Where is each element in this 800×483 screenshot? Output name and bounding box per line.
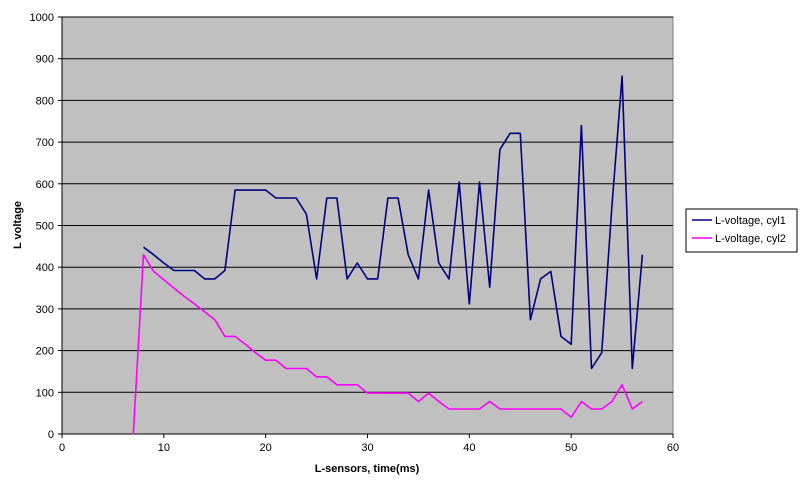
gridlines: [62, 16, 673, 393]
y-axis-title: L voltage: [12, 201, 24, 249]
x-tick-label-60: 60: [667, 442, 679, 454]
y-tick-label-300: 300: [36, 304, 54, 316]
x-axis-tick-labels: 0 10 20 30 40 50 60: [59, 17, 679, 454]
y-axis-tick-labels: 0 100 200 300 400 500 600 700 800 900 1000: [30, 12, 62, 441]
x-tick-label-50: 50: [565, 442, 577, 454]
legend-box: [685, 208, 798, 253]
x-tick-label-20: 20: [260, 442, 272, 454]
y-tick-label-400: 400: [36, 262, 54, 274]
series-lines: [132, 75, 644, 435]
y-tick-label-500: 500: [36, 221, 54, 233]
legend: L-voltage, cyl1 L-voltage, cyl2: [685, 208, 798, 253]
y-tick-label-1000: 1000: [30, 12, 54, 24]
x-tick-label-0: 0: [59, 442, 65, 454]
x-axis-title: L-sensors, time(ms): [315, 463, 420, 475]
x-tick-label-10: 10: [158, 442, 170, 454]
y-tick-label-800: 800: [36, 95, 54, 107]
series-line-1: [143, 75, 644, 370]
x-tick-label-30: 30: [361, 442, 373, 454]
y-tick-label-100: 100: [36, 387, 54, 399]
legend-label-cyl2: L-voltage, cyl2: [715, 233, 786, 245]
x-tick-label-40: 40: [463, 442, 475, 454]
y-tick-label-600: 600: [36, 179, 54, 191]
y-tick-label-900: 900: [36, 54, 54, 66]
y-tick-label-200: 200: [36, 346, 54, 358]
y-tick-label-700: 700: [36, 137, 54, 149]
legend-label-cyl1: L-voltage, cyl1: [715, 215, 786, 227]
series-line-2: [132, 253, 643, 435]
y-tick-label-0: 0: [48, 429, 54, 441]
